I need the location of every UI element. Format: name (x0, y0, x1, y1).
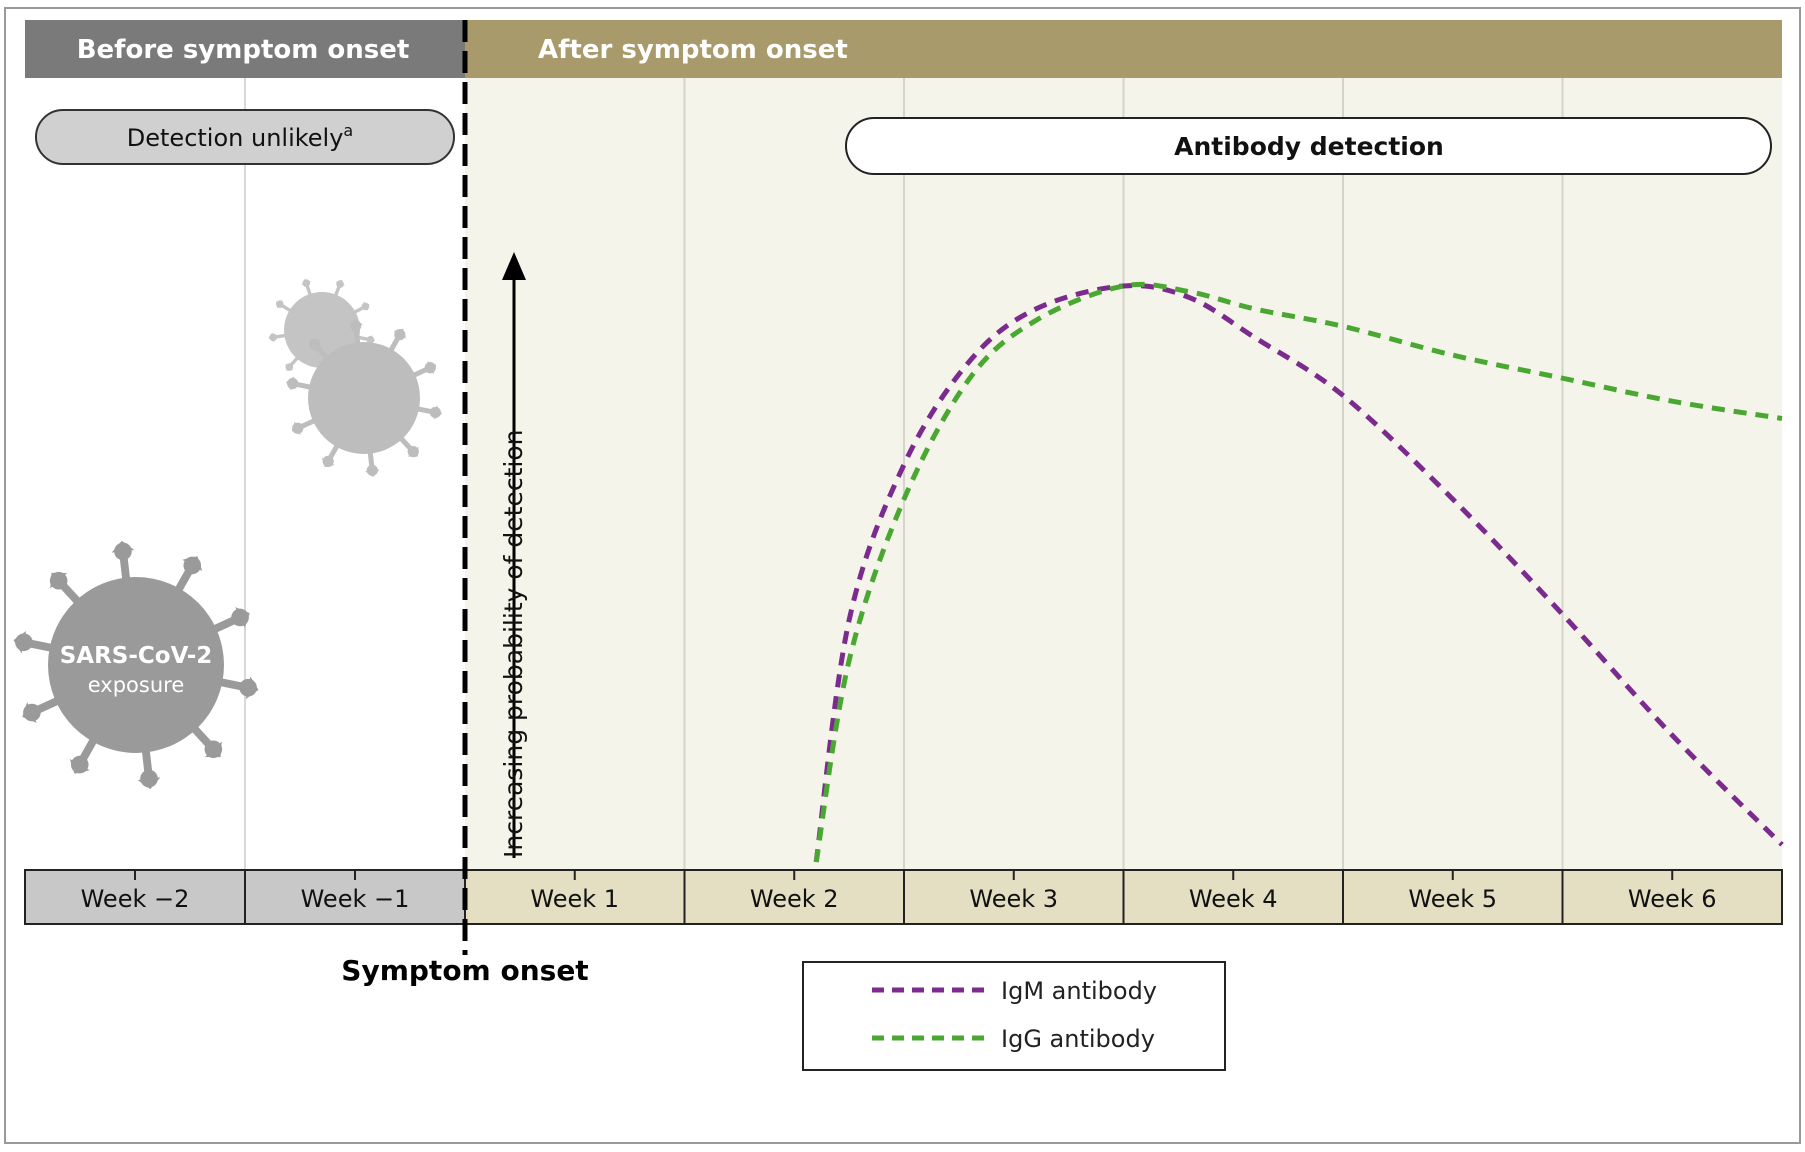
legend: IgM antibody IgG antibody (803, 962, 1225, 1070)
week-tick-label: Week 5 (1408, 885, 1497, 913)
symptom-onset-label: Symptom onset (341, 954, 588, 987)
virus-label-line2: exposure (88, 673, 185, 697)
detection-unlikely-label: Detection unlikely (127, 124, 344, 152)
detection-unlikely-pill: Detection unlikelya (36, 110, 454, 164)
week-tick-label: Week 4 (1189, 885, 1278, 913)
virus-label-line1: SARS-CoV-2 (60, 643, 213, 669)
week-axis: Week −2 Week −1 Week 1 Week 2 Week 3 Week 4 We… (25, 870, 1782, 924)
after-onset-label: After symptom onset (538, 35, 848, 65)
before-onset-label: Before symptom onset (77, 35, 410, 65)
week-tick-label: Week 2 (750, 885, 839, 913)
svg-text:Detection unlikelya: Detection unlikelya (127, 121, 353, 152)
antibody-detection-label: Antibody detection (1174, 132, 1444, 161)
week-tick-label: Week −1 (301, 885, 410, 913)
detection-unlikely-footnote: a (343, 121, 353, 140)
week-tick-label: Week 1 (530, 885, 619, 913)
week-tick-label: Week −2 (81, 885, 190, 913)
y-axis-label: Increasing probability of detection (499, 430, 528, 858)
antibody-detection-pill: Antibody detection (846, 118, 1771, 174)
week-tick-label: Week 6 (1628, 885, 1717, 913)
legend-igg-label: IgG antibody (1001, 1025, 1155, 1053)
medium-virus-icon (286, 319, 442, 477)
virus-icons (14, 279, 442, 789)
week-tick-label: Week 3 (969, 885, 1058, 913)
legend-igm-label: IgM antibody (1001, 977, 1157, 1005)
